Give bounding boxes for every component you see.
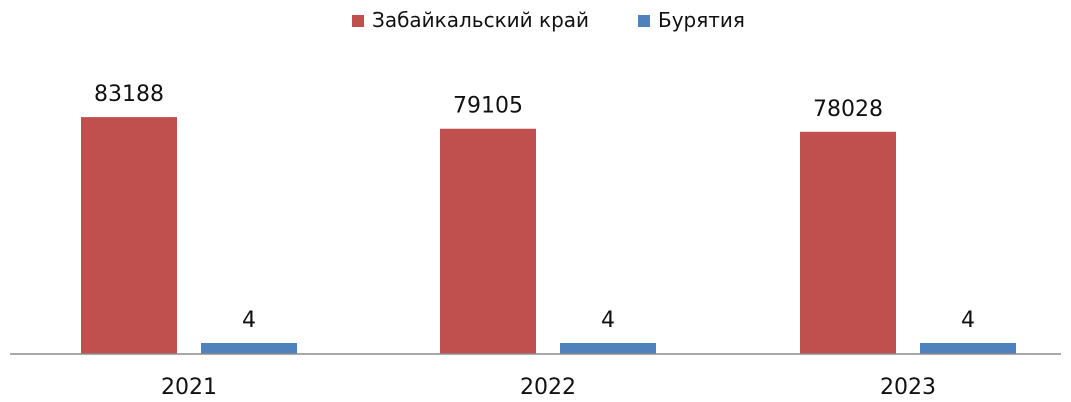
data-label-series-1-2022: 79105 — [453, 94, 523, 119]
data-label-series-2-2023: 4 — [961, 308, 975, 333]
data-label-series-2-2021: 4 — [242, 308, 256, 333]
x-tick-label-2022: 2022 — [520, 375, 576, 400]
data-label-series-2-2022: 4 — [601, 308, 615, 333]
x-tick-label-2023: 2023 — [880, 375, 936, 400]
legend-label-1: Забайкальский край — [372, 8, 589, 32]
legend-label-2: Бурятия — [658, 8, 745, 32]
bar-series-2-2022 — [560, 343, 656, 354]
bar-series-1-2021 — [81, 117, 177, 354]
bar-series-1-2023 — [800, 131, 896, 354]
bar-series-2-2023 — [920, 343, 1016, 354]
data-label-series-1-2023: 78028 — [813, 97, 883, 122]
bar-series-1-2022 — [440, 128, 536, 354]
x-tick-label-2021: 2021 — [161, 375, 217, 400]
legend-swatch-1 — [352, 15, 364, 27]
legend-swatch-2 — [638, 15, 650, 27]
bar-series-2-2021 — [201, 343, 297, 354]
data-label-series-1-2021: 83188 — [94, 82, 164, 107]
